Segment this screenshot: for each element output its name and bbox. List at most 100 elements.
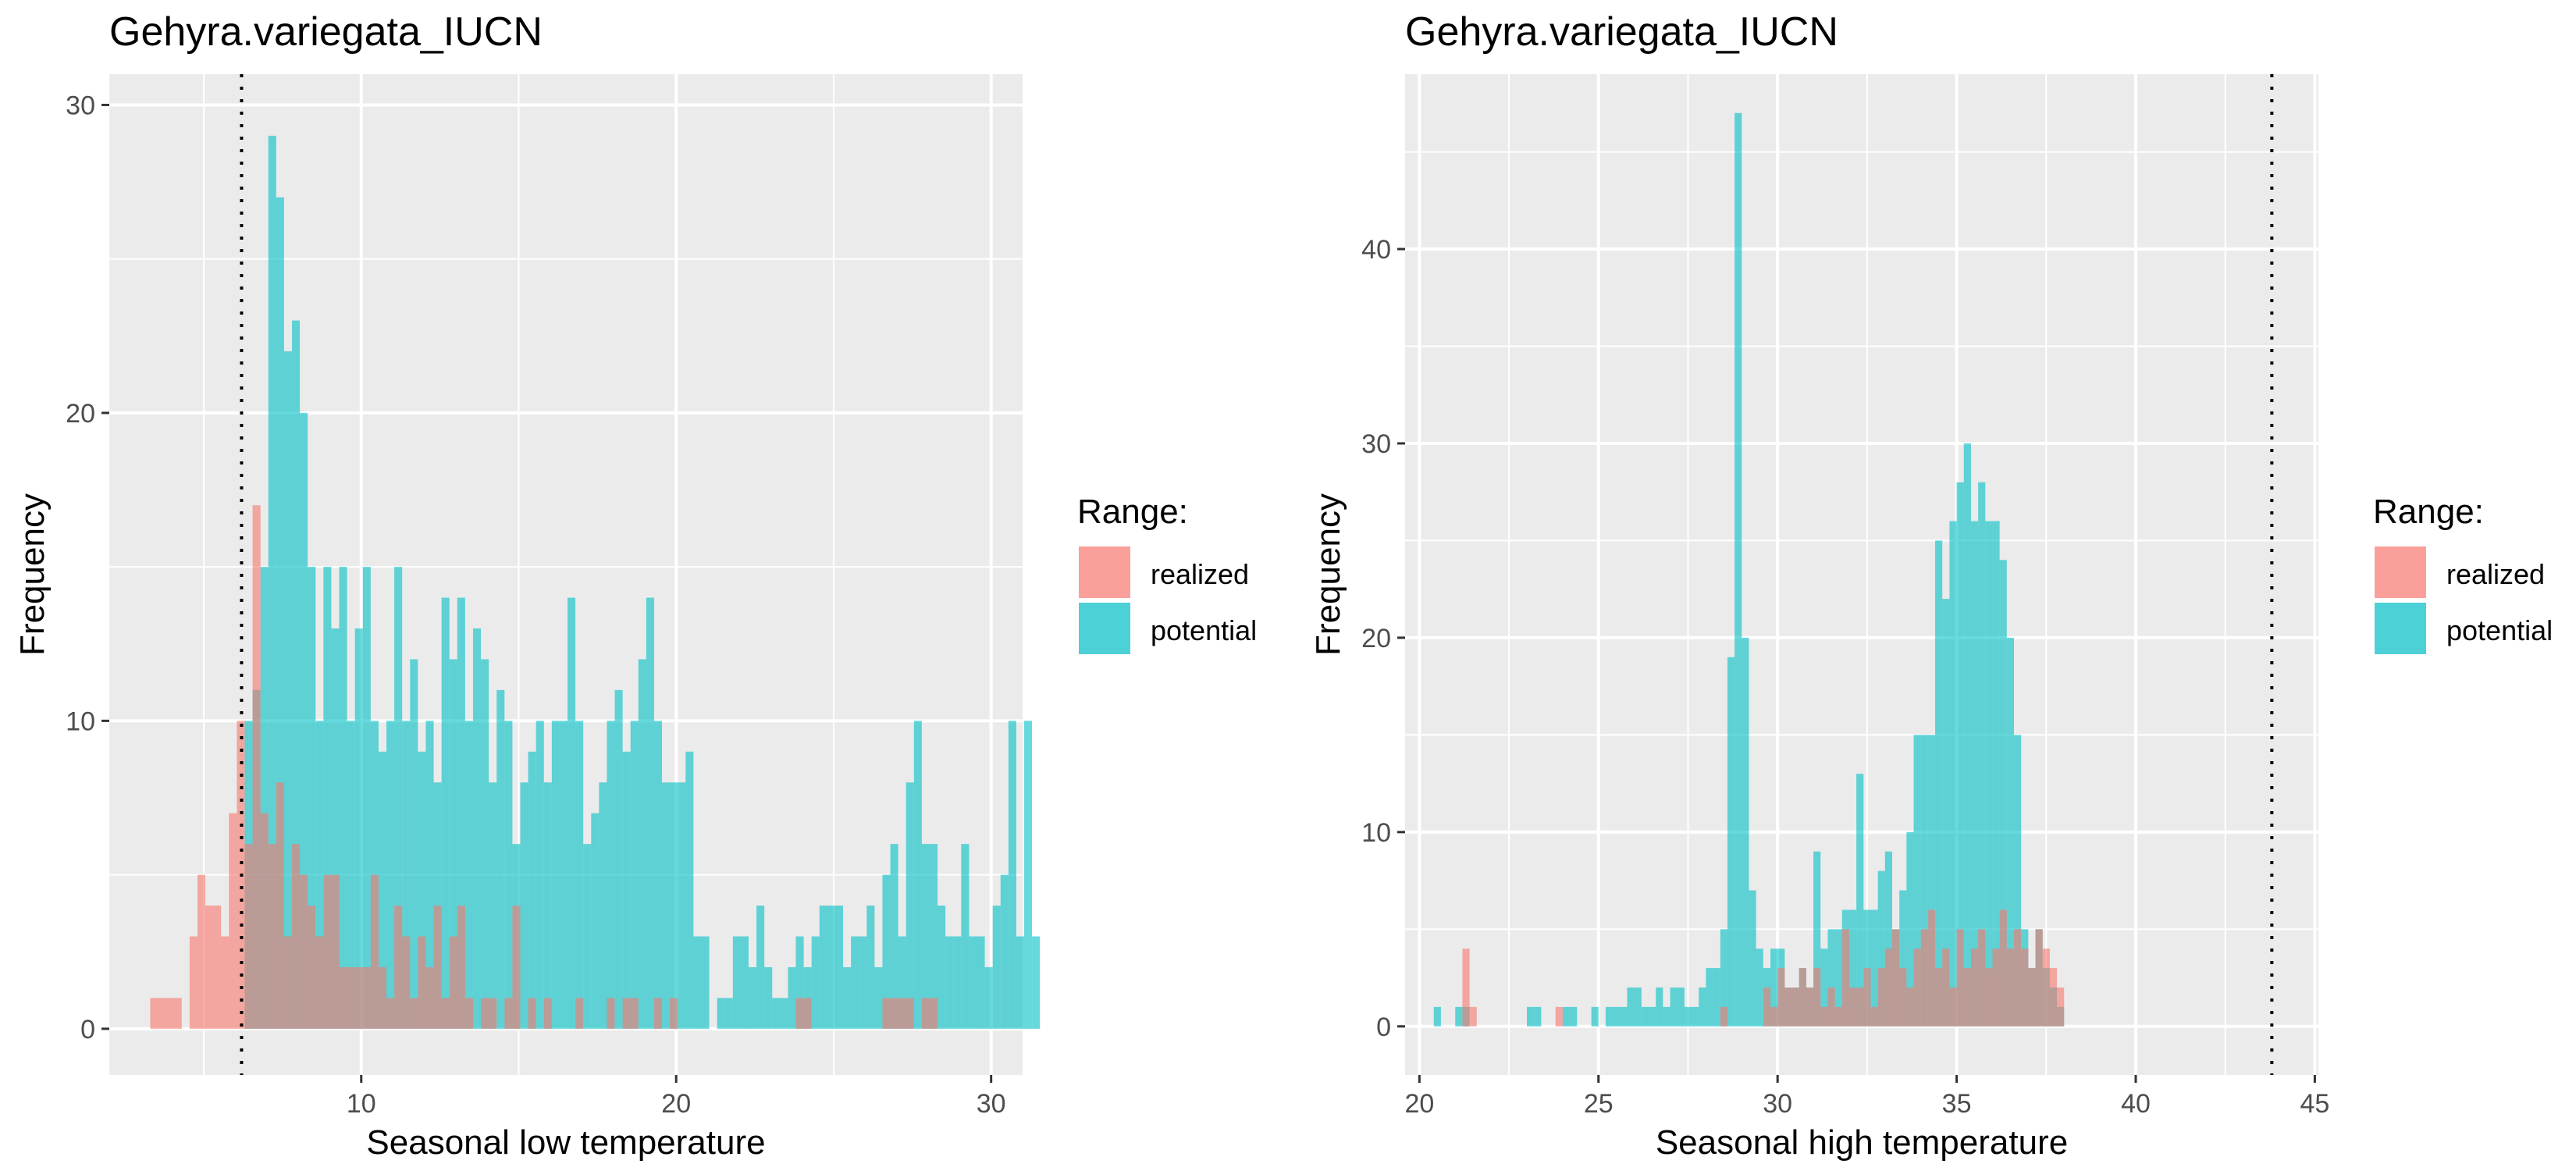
histogram-bar-realized: [1906, 987, 1914, 1027]
histogram-bar-potential: [551, 721, 560, 1029]
histogram-bar-realized: [394, 906, 403, 1029]
histogram-bar-potential: [1699, 987, 1706, 1027]
x-tick-label: 35: [1942, 1089, 1972, 1119]
histogram-bar-realized: [653, 998, 663, 1029]
histogram-bar-realized: [331, 874, 340, 1029]
histogram-bar-realized: [1820, 1006, 1828, 1027]
histogram-bar-realized: [165, 998, 174, 1029]
histogram-bar-potential: [638, 659, 646, 1029]
histogram-bar-potential: [732, 936, 741, 1029]
histogram-bar-realized: [1985, 968, 1993, 1027]
histogram-bar-potential: [1641, 1006, 1649, 1027]
histogram-bar-realized: [1813, 968, 1821, 1027]
histogram-bar-realized: [457, 906, 465, 1029]
histogram-bar-realized: [543, 998, 552, 1029]
axes: 20 25 30 35 40 45 0 10 20 30 40: [1361, 235, 2329, 1119]
histogram-bar-potential: [1735, 112, 1742, 1027]
histogram-bar-realized: [2021, 949, 2029, 1027]
histogram-bar-potential: [543, 782, 552, 1029]
legend-label-realized: realized: [2446, 558, 2545, 590]
histogram-bar-realized: [2014, 929, 2022, 1027]
histogram-bar-potential: [568, 597, 576, 1029]
histogram-bar-realized: [2028, 968, 2036, 1027]
histogram-bar-realized: [622, 998, 631, 1029]
histogram-bar-potential: [827, 906, 835, 1029]
y-tick-label: 0: [80, 1015, 95, 1045]
x-axis-label: Seasonal high temperature: [1656, 1123, 2068, 1162]
histogram-bar-potential: [906, 782, 914, 1029]
histogram-bar-potential: [2014, 735, 2022, 1027]
histogram-bar-potential: [1985, 521, 1993, 1027]
histogram-bar-realized: [528, 998, 536, 1029]
histogram-bar-potential: [630, 721, 639, 1029]
histogram-bar-potential: [1756, 949, 1763, 1027]
histogram-bar-potential: [1613, 1006, 1621, 1027]
chart-title: Gehyra.variegata_IUCN: [1405, 9, 1838, 55]
histogram-bar-potential: [425, 721, 434, 1029]
histogram-bar-realized: [283, 936, 292, 1029]
histogram-bar-potential: [1956, 482, 1964, 1027]
histogram-bar-potential: [1913, 735, 1921, 1027]
histogram-bar-potential: [1620, 1006, 1628, 1027]
histogram-bar-potential: [921, 844, 930, 1029]
histogram-bar-realized: [158, 998, 166, 1029]
histogram-bar-potential: [717, 998, 725, 1029]
histogram-bar-realized: [441, 998, 450, 1029]
histogram-bar-potential: [811, 936, 820, 1029]
legend: Range: realized potential: [2373, 493, 2553, 654]
histogram-bar-potential: [1856, 774, 1864, 1027]
histogram-bar-potential: [1534, 1006, 1542, 1027]
histogram-bar-realized: [1791, 987, 1799, 1027]
legend-title: Range:: [2373, 493, 2484, 531]
histogram-bar-realized: [575, 998, 584, 1029]
legend-label-potential: potential: [1151, 614, 1257, 646]
histogram-bar-realized: [795, 998, 804, 1029]
histogram-bar-realized: [378, 966, 387, 1029]
histogram-bar-potential: [851, 936, 859, 1029]
histogram-bar-potential: [819, 906, 827, 1029]
histogram-bar-potential: [300, 412, 308, 1029]
x-tick-label: 20: [1404, 1089, 1434, 1119]
histogram-bar-realized: [921, 998, 930, 1029]
legend-label-realized: realized: [1151, 558, 1249, 590]
histogram-bar-realized: [1834, 1006, 1842, 1027]
histogram-bar-realized: [1720, 1006, 1727, 1027]
histogram-bar-potential: [418, 751, 426, 1029]
histogram-bar-potential: [378, 751, 387, 1029]
histogram-bar-realized: [244, 844, 253, 1029]
histogram-bar-realized: [229, 813, 237, 1029]
y-tick-label: 20: [66, 399, 95, 429]
histogram-bar-realized: [1999, 909, 2007, 1027]
histogram-bar-potential: [1016, 936, 1025, 1029]
histogram-bar-potential: [362, 567, 371, 1029]
histogram-bar-potential: [1935, 540, 1943, 1027]
histogram-bar-potential: [528, 751, 536, 1029]
histogram-bar-potential: [535, 721, 544, 1029]
histogram-bar-potential: [701, 936, 710, 1029]
histogram-bar-potential: [441, 597, 450, 1029]
histogram-bar-realized: [300, 874, 308, 1029]
x-tick-label: 25: [1584, 1089, 1614, 1119]
histogram-bar-potential: [449, 659, 457, 1029]
legend-swatch-potential: [2375, 603, 2426, 654]
histogram-bar-potential: [1742, 637, 1749, 1027]
histogram-bar-potential: [394, 567, 403, 1029]
histogram-bar-realized: [1462, 949, 1470, 1027]
x-tick-label: 30: [977, 1089, 1006, 1119]
histogram-bar-potential: [929, 844, 938, 1029]
histogram-bar-potential: [780, 998, 788, 1029]
histogram-bar-realized: [402, 936, 411, 1029]
histogram-bar-potential: [938, 906, 946, 1029]
histogram-bar-potential: [276, 197, 284, 1029]
histogram-bar-potential: [1720, 929, 1727, 1027]
histogram-bar-potential: [898, 936, 906, 1029]
x-axis-label: Seasonal low temperature: [366, 1123, 765, 1162]
histogram-bar-potential: [1920, 735, 1928, 1027]
histogram-bar-potential: [1527, 1006, 1535, 1027]
histogram-bar-realized: [362, 966, 371, 1029]
histogram-bar-realized: [1763, 987, 1770, 1027]
histogram-bar-potential: [969, 936, 977, 1029]
histogram-bar-realized: [260, 813, 269, 1029]
histogram-bar-potential: [1649, 1006, 1656, 1027]
